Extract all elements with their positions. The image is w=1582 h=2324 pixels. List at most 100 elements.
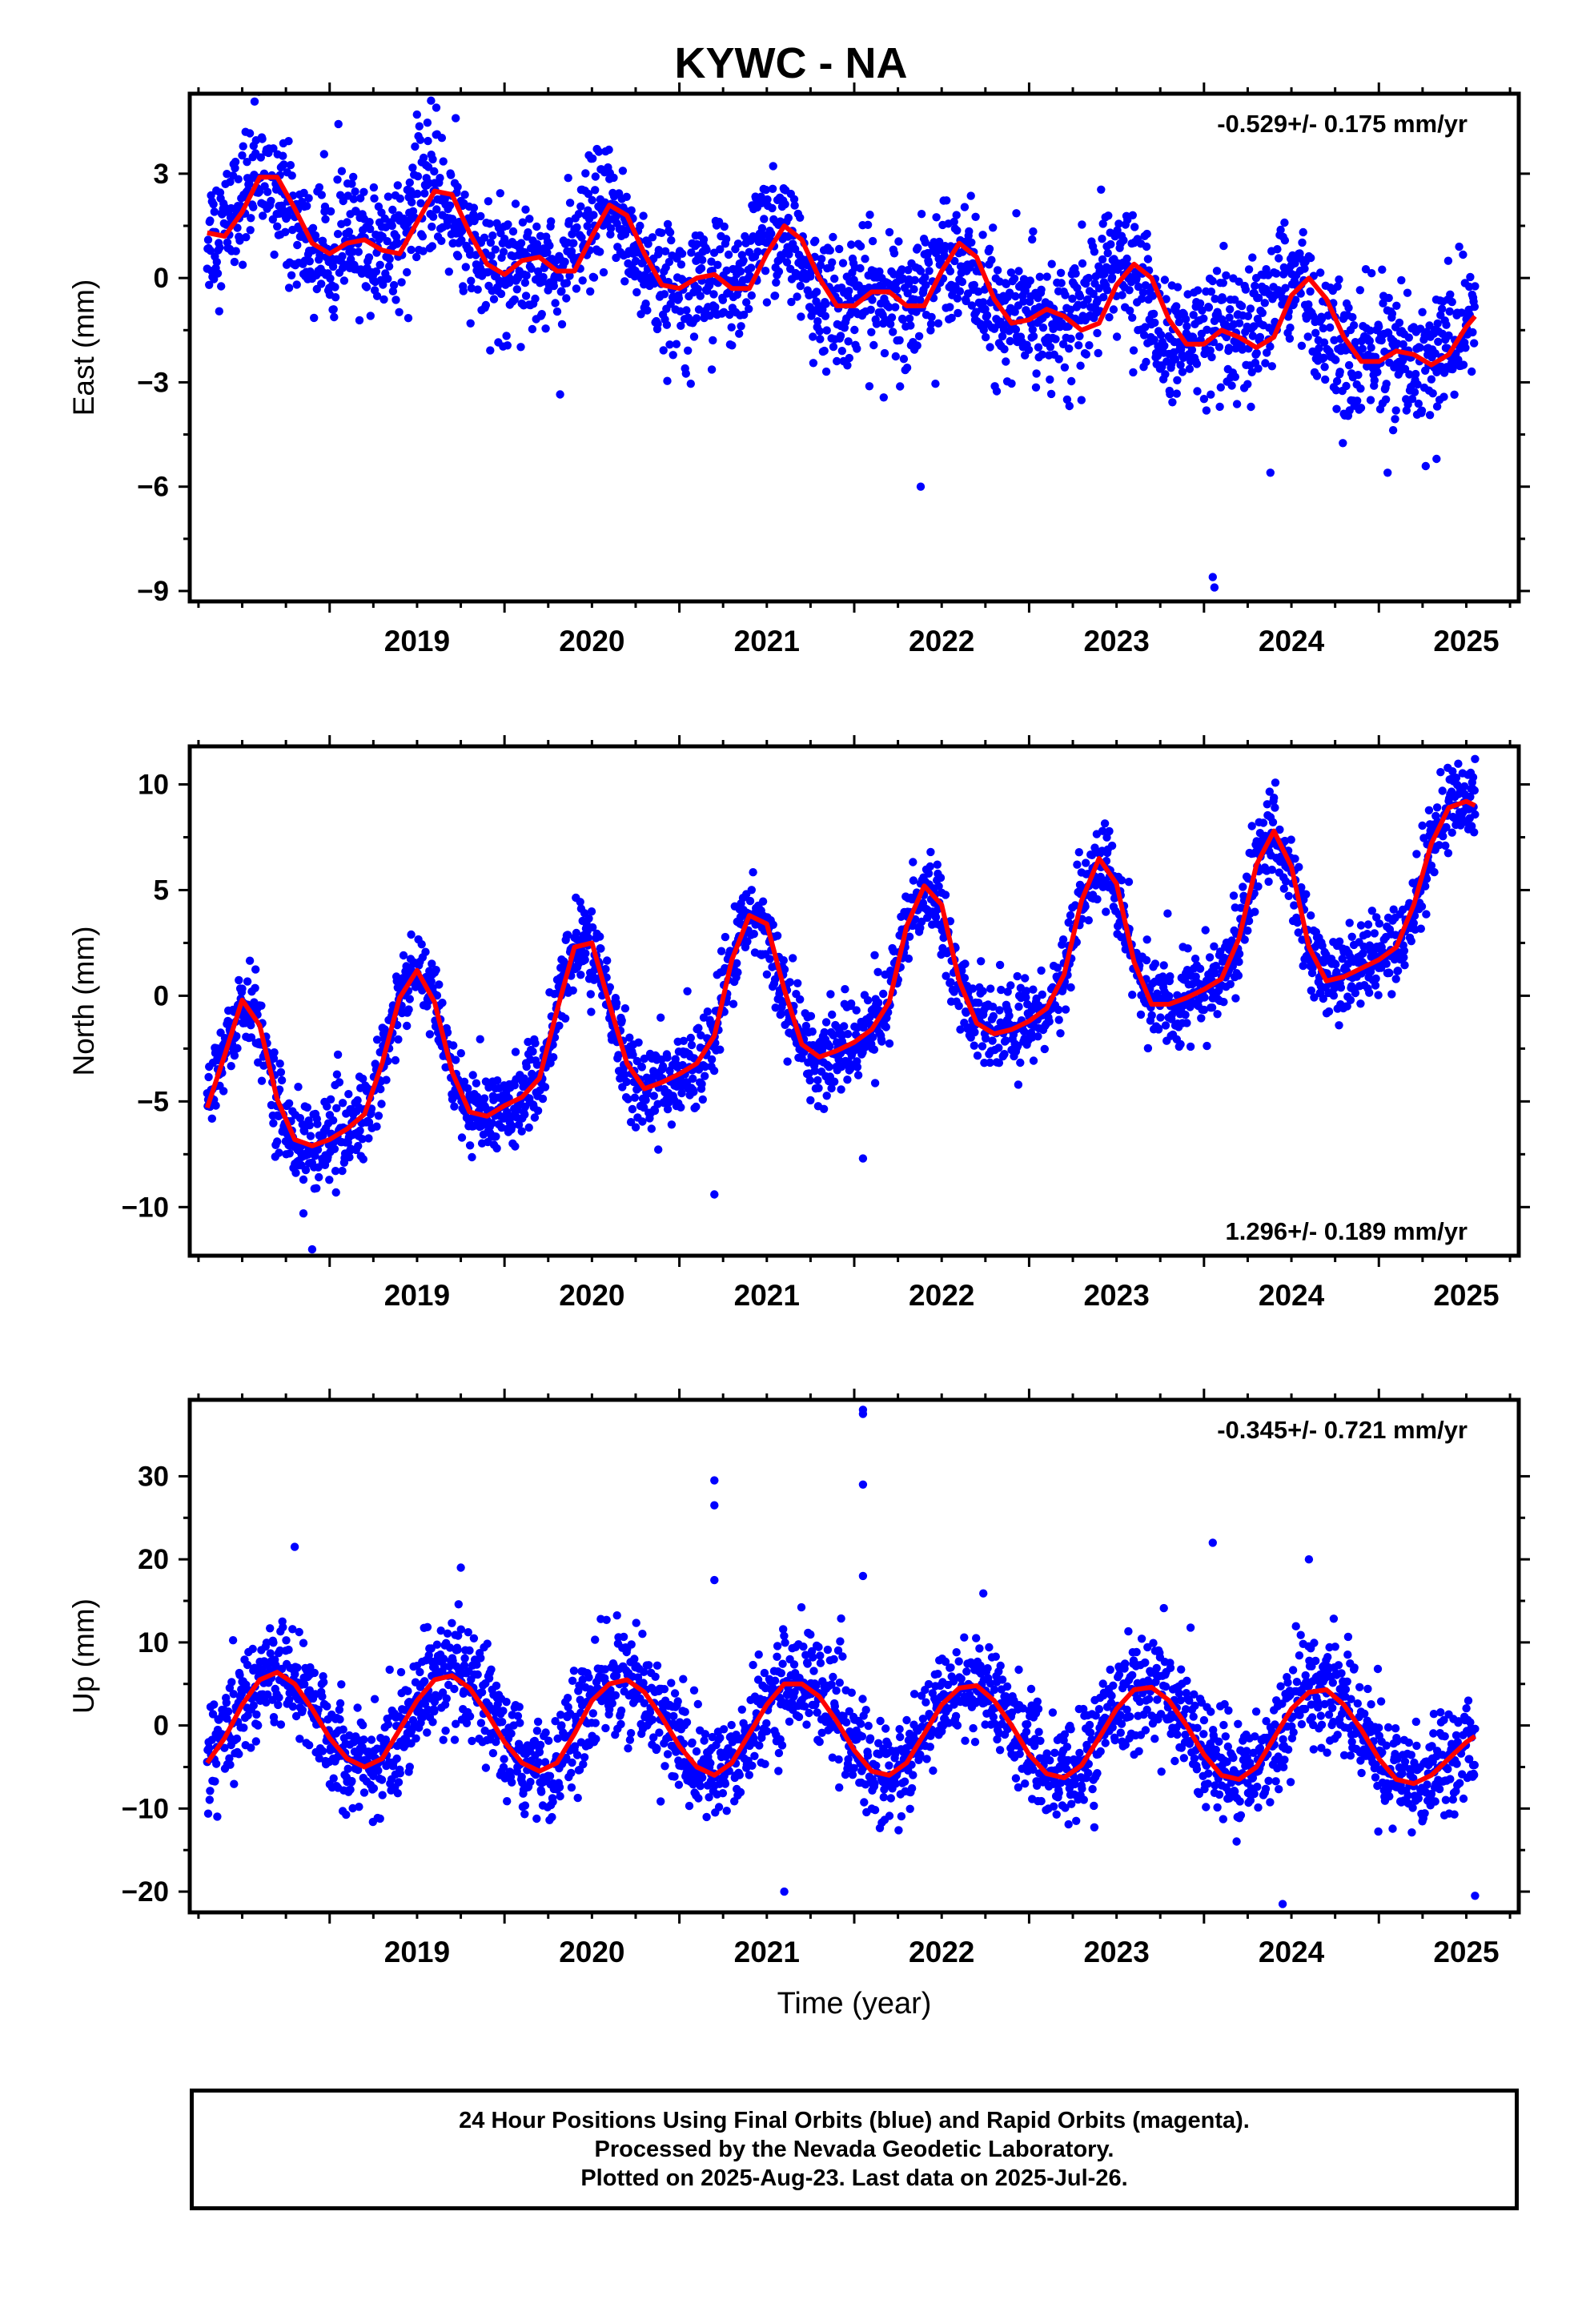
data-point: [464, 1084, 472, 1093]
data-point: [1114, 219, 1123, 228]
data-point: [581, 949, 590, 958]
data-point: [549, 281, 558, 291]
data-point: [657, 228, 666, 237]
data-point: [279, 151, 287, 160]
data-point: [1267, 362, 1277, 371]
data-point: [660, 290, 669, 299]
data-point: [1199, 314, 1208, 323]
data-point: [1393, 967, 1403, 975]
data-point: [1276, 225, 1285, 235]
data-point: [965, 227, 974, 236]
data-point: [970, 1041, 979, 1050]
data-point: [1084, 273, 1094, 283]
data-point: [809, 332, 817, 341]
data-point: [1335, 275, 1343, 284]
data-point: [620, 1070, 629, 1080]
data-point: [481, 300, 491, 310]
data-point: [856, 242, 865, 251]
data-point: [934, 882, 943, 891]
outlier-point: [1266, 468, 1275, 477]
data-point: [1271, 803, 1279, 812]
data-point: [377, 1100, 386, 1108]
data-point: [1189, 311, 1198, 320]
data-point: [1097, 185, 1106, 194]
data-point: [516, 343, 525, 352]
data-point: [432, 991, 442, 1000]
data-point: [476, 1035, 484, 1043]
data-point: [1107, 273, 1117, 282]
data-point: [1293, 918, 1302, 927]
data-point: [210, 207, 219, 216]
data-point: [1268, 818, 1278, 826]
data-point: [588, 923, 597, 932]
data-point: [932, 213, 941, 222]
data-point: [826, 990, 835, 999]
data-point: [528, 324, 537, 334]
data-point: [270, 250, 279, 259]
data-point: [847, 240, 856, 249]
data-point: [689, 332, 699, 341]
data-point: [372, 292, 382, 300]
data-point: [829, 1031, 838, 1040]
data-point: [867, 328, 876, 336]
data-point: [622, 1077, 631, 1087]
data-point: [362, 283, 371, 292]
data-point: [226, 177, 235, 187]
data-point: [1014, 1041, 1022, 1051]
data-point: [1026, 276, 1035, 285]
data-point: [503, 341, 512, 350]
data-point: [1000, 344, 1009, 354]
data-point: [760, 215, 769, 223]
data-point: [1182, 315, 1191, 324]
data-point: [686, 380, 695, 388]
data-point: [845, 287, 853, 296]
data-point: [1445, 307, 1454, 316]
data-point: [1051, 335, 1060, 344]
data-point: [904, 954, 913, 963]
data-point: [1247, 822, 1256, 830]
data-point: [452, 114, 460, 123]
data-point: [258, 135, 267, 143]
data-point: [339, 276, 349, 285]
data-point: [960, 974, 970, 983]
data-point: [445, 201, 455, 210]
data-point: [596, 944, 605, 953]
data-point: [315, 250, 324, 259]
data-point: [238, 260, 247, 269]
data-point: [338, 1166, 347, 1176]
data-point: [1392, 301, 1401, 310]
data-point: [1126, 306, 1134, 316]
data-point: [897, 265, 906, 274]
data-point: [428, 242, 437, 251]
data-point: [372, 1035, 382, 1044]
data-point: [905, 932, 914, 941]
data-point: [933, 860, 942, 869]
data-point: [1275, 825, 1284, 834]
data-point: [1459, 360, 1468, 369]
data-point: [293, 240, 302, 250]
data-point: [1128, 991, 1137, 999]
data-point: [742, 298, 751, 307]
data-point: [1391, 415, 1399, 424]
data-point: [231, 247, 240, 255]
data-point: [909, 858, 917, 866]
data-point: [562, 294, 571, 303]
data-point: [1021, 974, 1030, 983]
data-point: [891, 352, 901, 361]
data-point: [1418, 821, 1427, 830]
outlier-point: [307, 1244, 317, 1254]
data-point: [1232, 400, 1242, 408]
data-point: [488, 231, 497, 240]
data-point: [576, 898, 584, 907]
data-point: [543, 248, 552, 257]
data-point: [206, 246, 215, 255]
data-point: [1355, 286, 1365, 295]
data-point: [1303, 332, 1312, 341]
data-point: [1129, 368, 1138, 377]
data-point: [1082, 858, 1090, 867]
data-point: [733, 959, 741, 968]
data-point: [921, 273, 930, 282]
data-point: [452, 1055, 460, 1064]
data-point: [205, 280, 214, 289]
